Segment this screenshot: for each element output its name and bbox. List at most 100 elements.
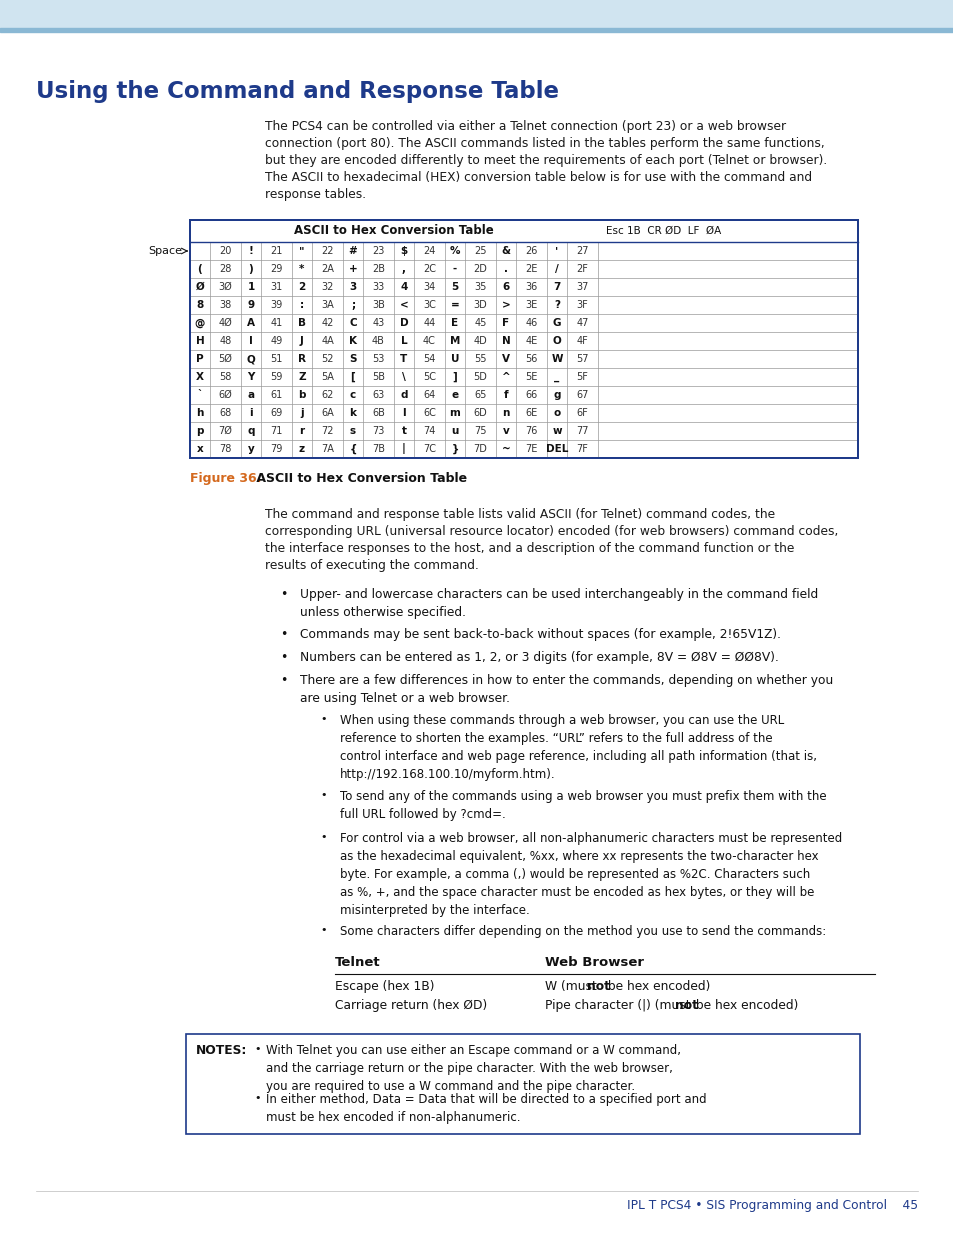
Text: Using the Command and Response Table: Using the Command and Response Table xyxy=(36,80,558,103)
Text: 45: 45 xyxy=(474,317,486,329)
Text: 33: 33 xyxy=(372,282,384,291)
Text: 65: 65 xyxy=(474,390,486,400)
Text: c: c xyxy=(350,390,355,400)
Bar xyxy=(0,0,953,28)
Text: k: k xyxy=(349,408,356,417)
Text: a: a xyxy=(247,390,254,400)
Text: •: • xyxy=(280,651,287,664)
Text: response tables.: response tables. xyxy=(265,188,366,201)
Text: 57: 57 xyxy=(576,354,588,364)
Text: x: x xyxy=(196,445,203,454)
Text: 42: 42 xyxy=(321,317,334,329)
Text: 46: 46 xyxy=(525,317,537,329)
Text: 8: 8 xyxy=(196,300,203,310)
Text: Y: Y xyxy=(247,372,254,382)
Text: ;: ; xyxy=(351,300,355,310)
Text: connection (port 80). The ASCII commands listed in the tables perform the same f: connection (port 80). The ASCII commands… xyxy=(265,137,824,149)
Text: 73: 73 xyxy=(372,426,384,436)
Text: ASCII to Hex Conversion Table: ASCII to Hex Conversion Table xyxy=(294,225,494,237)
Text: m: m xyxy=(449,408,460,417)
Text: 6A: 6A xyxy=(321,408,334,417)
Text: |: | xyxy=(401,443,406,454)
Text: 3B: 3B xyxy=(372,300,384,310)
Text: 7A: 7A xyxy=(321,445,334,454)
Text: 52: 52 xyxy=(321,354,334,364)
Text: 47: 47 xyxy=(576,317,588,329)
Text: u: u xyxy=(451,426,458,436)
Text: 59: 59 xyxy=(270,372,282,382)
Text: r: r xyxy=(299,426,304,436)
Text: #: # xyxy=(348,246,357,256)
Text: z: z xyxy=(298,445,305,454)
Text: 54: 54 xyxy=(423,354,436,364)
Text: F: F xyxy=(502,317,509,329)
Text: •: • xyxy=(319,790,326,800)
Text: 77: 77 xyxy=(576,426,588,436)
Text: 5D: 5D xyxy=(473,372,487,382)
Text: Commands may be sent back-to-back without spaces (for example, 2!65V1Z).: Commands may be sent back-to-back withou… xyxy=(299,629,781,641)
Text: L: L xyxy=(400,336,407,346)
Text: B: B xyxy=(297,317,306,329)
Text: 74: 74 xyxy=(423,426,436,436)
Text: q: q xyxy=(247,426,254,436)
Text: 29: 29 xyxy=(270,264,282,274)
Text: l: l xyxy=(402,408,405,417)
Text: 27: 27 xyxy=(576,246,588,256)
Text: 3A: 3A xyxy=(321,300,334,310)
Text: 7B: 7B xyxy=(372,445,385,454)
Text: To send any of the commands using a web browser you must prefix them with the
fu: To send any of the commands using a web … xyxy=(339,790,825,821)
Text: {: { xyxy=(349,443,356,454)
Text: •: • xyxy=(319,714,326,724)
Text: 67: 67 xyxy=(576,390,588,400)
Text: 3E: 3E xyxy=(525,300,537,310)
Text: Ø: Ø xyxy=(195,282,204,291)
Text: 25: 25 xyxy=(474,246,486,256)
Text: J: J xyxy=(300,336,304,346)
Text: 37: 37 xyxy=(576,282,588,291)
Text: 39: 39 xyxy=(270,300,282,310)
Text: ^: ^ xyxy=(501,372,510,382)
Text: 6E: 6E xyxy=(525,408,537,417)
Text: M: M xyxy=(450,336,459,346)
Text: Web Browser: Web Browser xyxy=(544,956,643,969)
Text: >: > xyxy=(501,300,510,310)
Text: 44: 44 xyxy=(423,317,436,329)
Text: 4F: 4F xyxy=(576,336,588,346)
Text: 38: 38 xyxy=(219,300,232,310)
Text: 26: 26 xyxy=(525,246,537,256)
Text: 5F: 5F xyxy=(576,372,588,382)
Text: E: E xyxy=(451,317,458,329)
Text: h: h xyxy=(196,408,204,417)
Text: 79: 79 xyxy=(270,445,282,454)
Text: C: C xyxy=(349,317,356,329)
Text: the interface responses to the host, and a description of the command function o: the interface responses to the host, and… xyxy=(265,542,794,555)
Text: be hex encoded): be hex encoded) xyxy=(603,981,709,993)
Text: P: P xyxy=(196,354,204,364)
Text: 71: 71 xyxy=(270,426,282,436)
Text: •: • xyxy=(319,925,326,935)
Text: Esc 1B  CR ØD  LF  ØA: Esc 1B CR ØD LF ØA xyxy=(605,226,720,236)
Text: IPL T PCS4 • SIS Programming and Control    45: IPL T PCS4 • SIS Programming and Control… xyxy=(626,1198,917,1212)
Text: 5A: 5A xyxy=(321,372,334,382)
Text: w: w xyxy=(552,426,561,436)
Text: ": " xyxy=(299,246,304,256)
Text: 5C: 5C xyxy=(422,372,436,382)
Text: s: s xyxy=(350,426,355,436)
Text: 3: 3 xyxy=(349,282,356,291)
Text: _: _ xyxy=(554,372,559,382)
Text: =: = xyxy=(450,300,459,310)
Text: corresponding URL (universal resource locator) encoded (for web browsers) comman: corresponding URL (universal resource lo… xyxy=(265,525,838,538)
Text: Telnet: Telnet xyxy=(335,956,380,969)
Text: 7F: 7F xyxy=(576,445,588,454)
Text: •: • xyxy=(280,588,287,601)
Text: 3Ø: 3Ø xyxy=(218,282,233,291)
Text: When using these commands through a web browser, you can use the URL
reference t: When using these commands through a web … xyxy=(339,714,816,781)
Text: 4Ø: 4Ø xyxy=(218,317,233,329)
Text: j: j xyxy=(300,408,303,417)
Text: •: • xyxy=(280,674,287,687)
Text: S: S xyxy=(349,354,356,364)
Text: 6B: 6B xyxy=(372,408,384,417)
Text: X: X xyxy=(195,372,204,382)
Text: 63: 63 xyxy=(372,390,384,400)
Text: -: - xyxy=(453,264,456,274)
